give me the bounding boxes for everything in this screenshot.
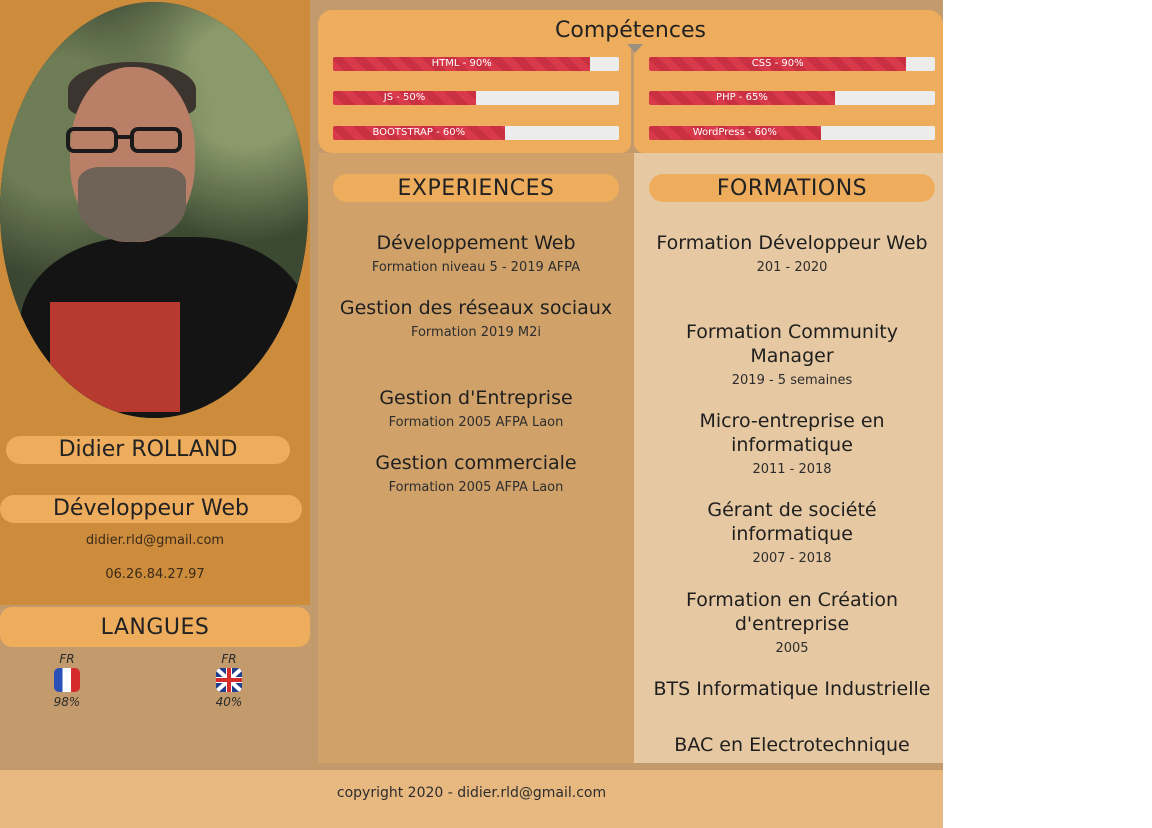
skill-bar: HTML - 90% [333, 57, 619, 71]
uk-flag-icon [216, 668, 242, 692]
formation-item: Micro-entreprise en informatique 2011 - … [647, 409, 937, 479]
skill-bar: PHP - 65% [649, 91, 935, 105]
language-level: 98% [53, 695, 81, 709]
formations-section: FORMATIONS Formation Développeur Web 201… [634, 153, 943, 763]
formation-item: BAC en Electrotechnique [647, 733, 937, 757]
language-item: FR 98% [37, 652, 97, 709]
skill-label: CSS - 90% [751, 58, 804, 69]
language-item: FR 40% [199, 652, 259, 709]
formation-title: BTS Informatique Industrielle [653, 678, 931, 700]
formation-date: 2007 - 2018 [752, 551, 832, 566]
skill-bar: JS - 50% [333, 91, 619, 105]
france-flag-icon [54, 668, 80, 692]
formation-date: 2005 [775, 641, 809, 656]
formation-date: 2011 - 2018 [752, 462, 832, 477]
experience-title: Développement Web [376, 232, 576, 254]
profile-photo [0, 2, 308, 418]
formation-title: BAC en Electrotechnique [674, 734, 910, 756]
profile-email: didier.rld@gmail.com [85, 533, 225, 548]
experience-title: Gestion commerciale [375, 452, 577, 474]
language-code: FR [221, 652, 237, 666]
experience-title: Gestion d'Entreprise [379, 387, 573, 409]
experience-subtitle: Formation niveau 5 - 2019 AFPA [371, 260, 581, 275]
skill-label: BOOTSTRAP - 60% [372, 127, 466, 138]
skill-label: PHP - 65% [716, 92, 768, 103]
chevron-down-icon [627, 44, 643, 53]
profile-job-title: Développeur Web [0, 495, 302, 523]
experience-subtitle: Formation 2019 M2i [410, 325, 542, 340]
experience-item: Gestion commerciale Formation 2005 AFPA … [331, 451, 621, 497]
formations-title: FORMATIONS [649, 174, 935, 202]
experience-item: Gestion des réseaux sociaux Formation 20… [331, 296, 621, 342]
formation-item: Formation Développeur Web 201 - 2020 [647, 231, 937, 277]
profile-name: Didier ROLLAND [6, 436, 290, 464]
footer-copyright: copyright 2020 - didier.rld@gmail.com [0, 770, 943, 828]
language-code: FR [59, 652, 75, 666]
formation-title: Gérant de société informatique [707, 499, 877, 545]
skill-label: WordPress - 60% [692, 127, 777, 138]
experience-subtitle: Formation 2005 AFPA Laon [388, 480, 564, 495]
profile-sidebar: Didier ROLLAND Développeur Web didier.rl… [0, 0, 310, 605]
experience-item: Gestion d'Entreprise Formation 2005 AFPA… [331, 386, 621, 432]
formation-item: Gérant de société informatique 2007 - 20… [647, 498, 937, 568]
experience-item: Développement Web Formation niveau 5 - 2… [331, 231, 621, 277]
experiences-title: EXPERIENCES [333, 174, 619, 202]
formation-title: Formation Community Manager [686, 321, 898, 367]
skill-bar: CSS - 90% [649, 57, 935, 71]
language-level: 40% [215, 695, 243, 709]
skills-title: Compétences [318, 10, 943, 44]
experiences-section: EXPERIENCES Développement Web Formation … [318, 153, 634, 763]
experience-title: Gestion des réseaux sociaux [339, 297, 613, 319]
formation-title: Formation en Création d'entreprise [685, 589, 899, 635]
formation-title: Formation Développeur Web [656, 232, 928, 254]
formation-item: Formation Community Manager 2019 - 5 sem… [647, 320, 937, 390]
skill-bar: BOOTSTRAP - 60% [333, 126, 619, 140]
skill-label: JS - 50% [383, 92, 426, 103]
formation-title: Micro-entreprise en informatique [699, 410, 885, 456]
experience-subtitle: Formation 2005 AFPA Laon [388, 415, 564, 430]
skill-bar: WordPress - 60% [649, 126, 935, 140]
profile-phone: 06.26.84.27.97 [105, 567, 205, 582]
formation-item: BTS Informatique Industrielle [647, 677, 937, 701]
formation-item: Formation en Création d'entreprise 2005 [647, 588, 937, 658]
skills-panel: HTML - 90% CSS - 90% JS - 50% PHP - 65% … [318, 44, 943, 153]
languages-title: LANGUES [0, 607, 310, 647]
cv-page: Didier ROLLAND Développeur Web didier.rl… [0, 0, 943, 828]
skill-label: HTML - 90% [431, 58, 492, 69]
formation-date: 201 - 2020 [756, 260, 828, 275]
formation-date: 2019 - 5 semaines [731, 373, 853, 388]
